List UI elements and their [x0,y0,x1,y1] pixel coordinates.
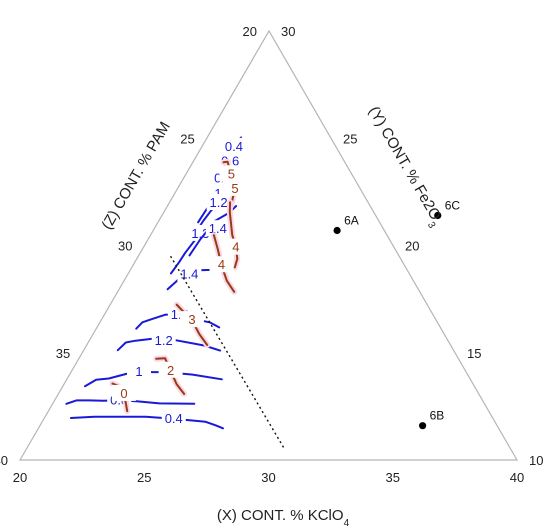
y-tick-label: 20 [405,239,419,254]
red-contour-label: 5 [228,166,235,181]
blue-label-bg [177,265,202,282]
red-contour-label: 2 [167,363,174,378]
blue-contour-line [84,371,223,388]
blue-contours: 0.40.60.811.21.31.41.41.31.210.80.4 [65,136,246,430]
red-label-bg [219,165,244,182]
data-point-label: 6A [344,213,359,227]
tick-labels: 202530354020253035403025201510 [0,24,543,485]
blue-contour-line [69,415,224,430]
ternary-frame [18,29,519,461]
x-tick-label: 25 [137,470,151,485]
blue-contour-label: 1.2 [155,333,173,348]
blue-contour-label: 1 [135,364,142,379]
red-label-bg [111,384,136,401]
blue-contour-label: 1 [214,186,221,201]
red-contour-label: 3 [188,312,195,327]
blue-label-bg [221,137,246,154]
blue-contour-label: 1.3 [191,226,209,241]
y-tick-label: 30 [281,24,295,39]
red-label-bg [179,311,204,328]
red-label-bg [222,179,247,196]
data-point-label: 6C [445,198,461,212]
red-contour-label: 4 [232,240,239,255]
x-tick-label: 20 [13,470,27,485]
red-contour-label: 5 [231,181,238,196]
data-point-label: 6B [430,409,445,423]
blue-label-bg [205,220,230,237]
red-contour-label: 0 [120,386,127,401]
red-label-bg [223,238,248,255]
y-tick-label: 10 [529,453,543,468]
x-tick-label: 35 [386,470,400,485]
red-label-bg [158,361,183,378]
boundary-dotted-line [169,255,286,450]
z-tick-label: 30 [118,239,132,254]
blue-contour-label: 0.4 [225,139,243,154]
z-tick-label: 25 [180,131,194,146]
red-label-bg [209,256,234,273]
y-tick-label: 25 [343,131,357,146]
data-points: 6A 6B 6C [169,198,461,450]
z-tick-label: 35 [56,346,70,361]
data-point-marker [333,226,341,235]
blue-label-bg [206,194,231,211]
blue-label-bg [127,363,152,380]
blue-contour-label: 1.2 [210,195,228,210]
red-contour-label: 4 [218,257,225,272]
x-axis-title: (X) CONT. % KClO4 [217,507,350,529]
blue-label-bg [151,332,176,349]
blue-label-bg [161,409,186,426]
x-tick-label: 30 [261,470,275,485]
data-point-marker [434,211,442,220]
blue-contour-label: 0.4 [165,411,183,426]
z-tick-label: 20 [243,24,257,39]
data-point-marker [419,422,427,430]
red-contours: 55 44 3 2 0 [109,158,248,415]
x-tick-label: 40 [510,470,524,485]
z-tick-label: 40 [0,453,8,468]
blue-contour-label: 1.4 [180,267,198,282]
triangle-outline [18,29,519,461]
y-tick-label: 15 [467,346,481,361]
